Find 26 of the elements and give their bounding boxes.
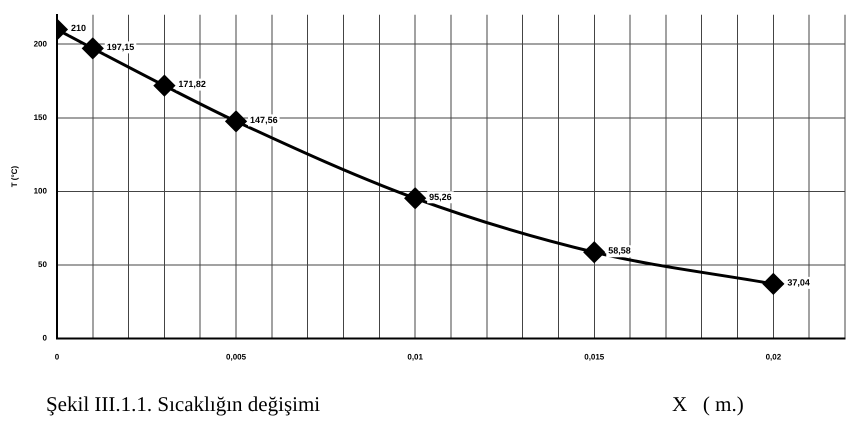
data-label: 197,15 — [106, 42, 134, 52]
y-tick-label: 0 — [42, 334, 48, 343]
point — [584, 242, 605, 263]
data-label: 95,26 — [429, 192, 452, 202]
y-tick-label: 150 — [34, 112, 48, 122]
x-tick-label: 0,01 — [407, 352, 424, 362]
data-label: 58,58 — [608, 246, 631, 256]
x-tick-label: 0,02 — [766, 352, 782, 362]
x-tick-label: 0,005 — [226, 352, 247, 362]
data-label: 210 — [70, 22, 86, 33]
x-tick-label: 0,015 — [584, 352, 605, 362]
point — [226, 110, 247, 132]
data-label: 171,82 — [178, 79, 206, 90]
point — [404, 188, 426, 209]
y-tick-label: 200 — [34, 39, 48, 48]
point — [82, 38, 104, 59]
data-label: 147,56 — [250, 114, 278, 125]
text: Şekil III.1.1. Sıcaklığın değişimi — [46, 392, 320, 417]
data-label: 37,04 — [787, 277, 810, 288]
y-axis-title: T (°C) — [10, 166, 20, 188]
y-tick-label: 100 — [34, 186, 48, 196]
y-tick-label: 50 — [38, 260, 48, 270]
point — [762, 273, 784, 294]
x-tick-label: 0 — [54, 352, 60, 362]
x-axis-title: X ( m.) — [672, 392, 744, 417]
point — [154, 75, 175, 96]
